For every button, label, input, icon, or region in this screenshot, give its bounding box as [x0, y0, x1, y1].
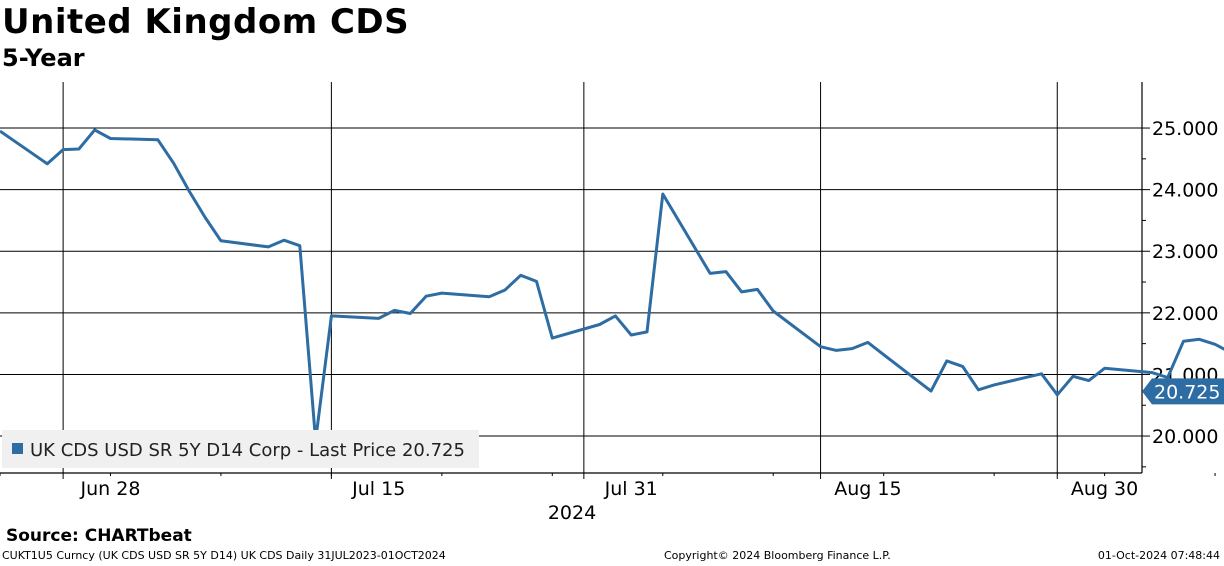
y-tick-label: 20.000 [1152, 426, 1218, 448]
last-price-tag [1142, 378, 1224, 405]
y-tick-label: 24.000 [1152, 180, 1218, 202]
y-tick-label: 22.000 [1152, 303, 1218, 325]
legend-box [2, 430, 479, 468]
chart-subtitle: 5-Year [2, 44, 85, 72]
x-tick-label: Jul 15 [351, 478, 405, 500]
legend-swatch [12, 443, 23, 454]
x-tick-label: Jul 31 [604, 478, 658, 500]
source-label: Source: CHARTbeat [6, 526, 192, 546]
x-year-label: 2024 [548, 502, 596, 524]
chart-title: United Kingdom CDS [2, 2, 410, 42]
x-tick-label: Jun 28 [80, 478, 141, 500]
footer-ticker-info: CUKT1U5 Curncy (UK CDS USD SR 5Y D14) UK… [2, 549, 446, 562]
x-tick-label: Aug 15 [834, 478, 901, 500]
y-tick-label: 23.000 [1152, 241, 1218, 263]
footer-timestamp: 01-Oct-2024 07:48:44 [1097, 549, 1220, 562]
x-tick-label: Aug 30 [1071, 478, 1138, 500]
footer-copyright: Copyright© 2024 Bloomberg Finance L.P. [664, 549, 891, 562]
series-line [0, 128, 1224, 442]
last-price-label: 20.725 [1154, 381, 1220, 403]
legend-label: UK CDS USD SR 5Y D14 Corp - Last Price 2… [30, 440, 465, 461]
y-tick-label: 25.000 [1152, 118, 1218, 140]
